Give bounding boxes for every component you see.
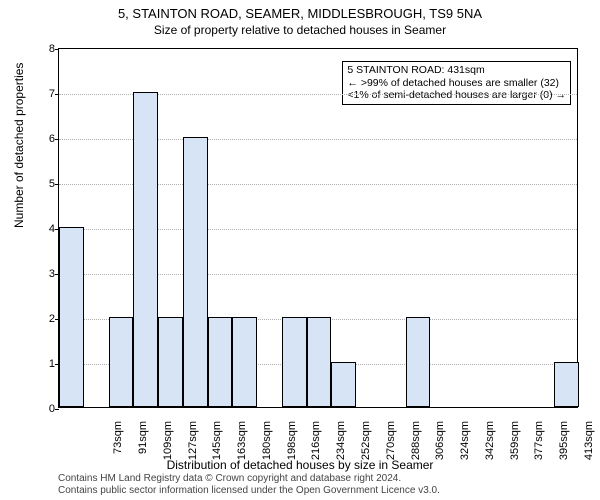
histogram-bar (183, 137, 208, 407)
y-tick-label: 0 (39, 403, 55, 415)
chart-title-line1: 5, STAINTON ROAD, SEAMER, MIDDLESBROUGH,… (0, 0, 600, 21)
histogram-bar (406, 317, 431, 407)
footer-line1: Contains HM Land Registry data © Crown c… (58, 473, 440, 485)
histogram-bar (282, 317, 307, 407)
callout-box: 5 STAINTON ROAD: 431sqm ← >99% of detach… (342, 61, 571, 105)
callout-line1: 5 STAINTON ROAD: 431sqm (347, 64, 566, 77)
histogram-bar (109, 317, 134, 407)
histogram-bar (554, 362, 579, 407)
histogram-bar (232, 317, 257, 407)
histogram-bar (331, 362, 356, 407)
callout-line3: <1% of semi-detached houses are larger (… (347, 89, 566, 102)
histogram-bar (307, 317, 332, 407)
x-axis-label: Distribution of detached houses by size … (0, 458, 600, 472)
y-axis-label: Number of detached properties (12, 63, 26, 228)
footer-attribution: Contains HM Land Registry data © Crown c… (58, 473, 440, 496)
y-tick-label: 3 (39, 268, 55, 280)
y-tick-label: 8 (39, 43, 55, 55)
footer-line2: Contains public sector information licen… (58, 485, 440, 497)
y-tick-label: 2 (39, 313, 55, 325)
y-tick-label: 6 (39, 133, 55, 145)
y-tick-label: 1 (39, 358, 55, 370)
y-tick-label: 5 (39, 178, 55, 190)
y-tick-label: 7 (39, 88, 55, 100)
y-tick-label: 4 (39, 223, 55, 235)
histogram-bar (208, 317, 233, 407)
histogram-bar (158, 317, 183, 407)
histogram-bar (59, 227, 84, 407)
chart-title-line2: Size of property relative to detached ho… (0, 21, 600, 37)
plot-area: 5 STAINTON ROAD: 431sqm ← >99% of detach… (58, 48, 578, 408)
callout-line2: ← >99% of detached houses are smaller (3… (347, 77, 566, 90)
histogram-bar (133, 92, 158, 407)
